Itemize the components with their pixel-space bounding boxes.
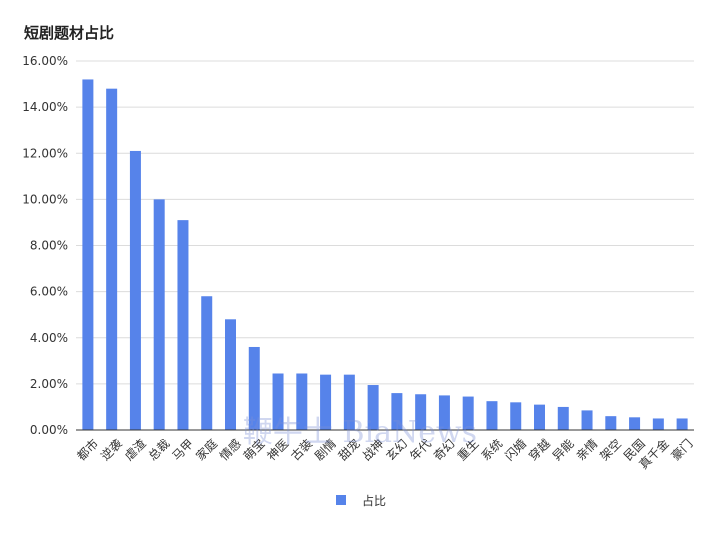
bar (129, 150, 141, 430)
x-tick-label: 豪门 (668, 436, 696, 464)
bar (581, 410, 593, 430)
bar (153, 199, 165, 430)
bar (106, 88, 118, 431)
legend-label: 占比 (362, 493, 386, 508)
bar (225, 319, 236, 430)
bar (367, 385, 379, 430)
bar (438, 395, 450, 430)
bar (486, 401, 498, 430)
y-axis-ticks: 0.00% 2.00% 4.00% 6.00% 8.00% 10.00% 12.00% 14.… (22, 54, 68, 437)
y-tick-label: 4.00% (30, 331, 68, 345)
y-tick-label: 6.00% (30, 285, 68, 299)
y-tick-label: 16.00% (22, 54, 68, 68)
y-tick-label: 14.00% (22, 100, 68, 114)
bar (629, 417, 641, 430)
y-tick-label: 2.00% (30, 377, 68, 391)
gridlines (76, 60, 694, 385)
bars (82, 79, 688, 431)
legend: 占比 (336, 493, 386, 508)
x-tick-label: 总裁 (146, 436, 173, 463)
x-tick-label: 穿越 (525, 436, 553, 464)
bar (177, 220, 189, 430)
x-tick-label: 情感 (216, 436, 244, 464)
bar (510, 402, 522, 430)
bar (296, 373, 308, 430)
bar (605, 416, 617, 430)
chart-title: 短剧题材占比 (24, 24, 115, 42)
x-tick-label: 逆袭 (97, 436, 125, 464)
x-tick-label: 马甲 (169, 436, 196, 463)
bar (415, 394, 427, 430)
x-tick-label: 家庭 (192, 436, 220, 464)
x-tick-label: 虐渣 (122, 436, 149, 463)
y-tick-label: 8.00% (30, 239, 68, 253)
legend-swatch (336, 495, 346, 505)
bar (272, 373, 284, 430)
x-tick-label: 都市 (74, 436, 102, 464)
bar (82, 79, 94, 430)
x-tick-label: 异能 (550, 436, 577, 463)
bar (557, 406, 569, 430)
watermark: 鞭牛士 BiaNews (243, 415, 477, 450)
bar (343, 374, 355, 430)
y-tick-label: 0.00% (30, 423, 68, 437)
x-tick-label: 系统 (478, 436, 505, 463)
bar (391, 393, 403, 430)
x-tick-label: 亲情 (573, 436, 600, 463)
bar (462, 396, 474, 430)
x-tick-label: 闪婚 (502, 436, 529, 463)
x-tick-label: 架空 (597, 436, 624, 463)
bar (320, 374, 332, 430)
y-tick-label: 12.00% (22, 146, 68, 160)
bar (534, 404, 545, 430)
bar (676, 418, 688, 430)
bar (652, 418, 664, 430)
bar (248, 346, 260, 430)
y-tick-label: 10.00% (22, 192, 68, 206)
bar (201, 296, 213, 430)
